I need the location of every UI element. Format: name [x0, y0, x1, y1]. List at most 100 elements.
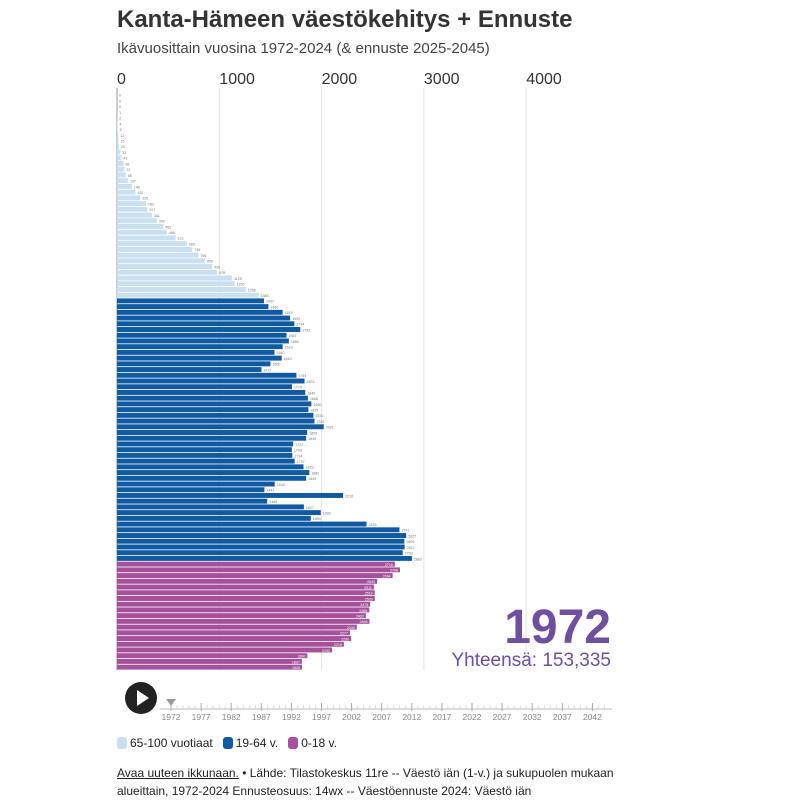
play-button[interactable]: [125, 682, 157, 714]
bar-value-label: 1437: [266, 300, 274, 304]
bar-age-76: [117, 229, 167, 235]
bar-age-39: [117, 441, 294, 447]
bar-age-51: [117, 372, 297, 378]
legend-swatch-young: [288, 737, 299, 749]
bar-age-67: [117, 281, 235, 287]
subtitle: Ikävuosittain vuosina 1972-2024 (& ennus…: [117, 40, 490, 57]
bar-value-label: 1992: [323, 511, 331, 515]
bar-age-56: [117, 344, 283, 350]
bar-age-1: [117, 658, 302, 664]
bar-age-7: [117, 624, 357, 630]
bar-value-label: 2466: [359, 609, 367, 613]
population-pyramid-chart: 0 1000 2000 3000 400000012461215203243637286…: [116, 71, 562, 670]
bar-age-3: [117, 647, 333, 653]
bar-value-label: 1150: [237, 283, 245, 287]
bar-age-47: [117, 395, 308, 401]
bar-age-24: [117, 527, 400, 533]
bar-value-label: 978: [219, 271, 225, 275]
bar-age-79: [117, 212, 152, 218]
bar-age-30: [117, 492, 344, 498]
bar-value-label: 1542: [277, 483, 285, 487]
bar-age-52: [117, 367, 262, 373]
bar-age-88: [117, 161, 124, 166]
bar-value-label: 1827: [306, 506, 314, 510]
bar-age-9: [117, 613, 366, 619]
legend-swatch-working: [222, 737, 233, 749]
bar-value-label: 1619: [285, 311, 293, 315]
bar-age-59: [117, 327, 301, 332]
bar-value-label: 107: [130, 180, 136, 184]
bar-age-41: [117, 430, 308, 435]
bar-age-22: [117, 538, 405, 544]
bar-value-label: 1680: [291, 340, 299, 344]
bar-age-74: [117, 241, 187, 247]
bar-value-label: 2102: [322, 649, 330, 653]
bar-value-label: 2344: [347, 626, 355, 630]
bar-age-23: [117, 533, 407, 538]
bar-age-50: [117, 378, 305, 384]
bar-value-label: 1709: [294, 449, 302, 453]
bar-age-62: [117, 309, 283, 315]
bar-age-32: [117, 481, 275, 487]
bar-age-43: [117, 418, 315, 424]
bar-value-label: 226: [142, 197, 148, 201]
bar-value-label: 1931: [317, 420, 325, 424]
bar-value-label: 2520: [365, 597, 373, 601]
bar-age-87: [117, 166, 125, 172]
open-new-window-link[interactable]: Avaa uuteen ikkunaan.: [117, 766, 239, 780]
bar-age-11: [117, 601, 371, 607]
bar-value-label: 1792: [302, 328, 310, 332]
bar-age-78: [117, 218, 157, 224]
bar-age-94: [117, 126, 118, 132]
bar-value-label: 1737: [297, 460, 305, 464]
timeline-handle[interactable]: [166, 699, 176, 706]
bar-age-81: [117, 201, 146, 207]
bar-value-label: 1125: [234, 277, 242, 281]
bar-age-69: [117, 269, 218, 275]
bar-age-64: [117, 298, 265, 304]
bar-age-93: [117, 132, 119, 138]
bar-age-38: [117, 447, 292, 453]
bar-value-label: 72: [126, 168, 130, 172]
bar-value-label: 1734: [296, 323, 304, 327]
bar-age-25: [117, 521, 367, 527]
bar-value-label: 1849: [308, 477, 316, 481]
legend-label-old: 65-100 vuotiaat: [130, 736, 213, 750]
bar-age-65: [117, 292, 259, 298]
bar-age-29: [117, 498, 268, 504]
bar-value-label: 1859: [309, 431, 317, 435]
bar-value-label: 1540: [277, 351, 285, 355]
bar-age-53: [117, 361, 271, 367]
bar-age-10: [117, 607, 370, 613]
bar-value-label: 1412: [263, 368, 271, 372]
bar-value-label: 1258: [248, 288, 256, 292]
bar-value-label: 15: [121, 140, 125, 144]
bar-value-label: 43: [123, 157, 127, 161]
bar-value-label: 1722: [295, 443, 303, 447]
bar-age-80: [117, 206, 148, 212]
bar-value-label: 1880: [311, 471, 319, 475]
x-tick-label: 4000: [526, 71, 562, 88]
bar-value-label: 1840: [307, 391, 315, 395]
bar-value-label: 1692: [292, 317, 300, 321]
bar-value-label: 1469: [269, 500, 277, 504]
bar-age-45: [117, 407, 309, 413]
timeline-year-label: 2027: [493, 712, 512, 722]
bar-age-90: [117, 149, 121, 155]
legend-item-young: 0-18 v.: [288, 736, 337, 750]
bar-value-label: 1866: [310, 397, 318, 401]
bar-age-92: [117, 138, 119, 144]
bar-age-75: [117, 235, 176, 241]
timeline-year-label: 2002: [342, 712, 361, 722]
x-tick-label: 3000: [424, 71, 460, 88]
bar-age-5: [117, 636, 352, 641]
timeline-year-label: 1977: [192, 712, 211, 722]
bar-value-label: 1657: [289, 334, 297, 338]
bar-age-2: [117, 653, 308, 659]
bar-value-label: 1860: [297, 655, 305, 659]
legend: 65-100 vuotiaat 19-64 v. 0-18 v.: [117, 736, 337, 750]
timeline-year-label: 2017: [432, 712, 451, 722]
bar-age-34: [117, 470, 310, 476]
bar-value-label: 297: [149, 208, 155, 212]
bar-age-0: [117, 664, 302, 670]
